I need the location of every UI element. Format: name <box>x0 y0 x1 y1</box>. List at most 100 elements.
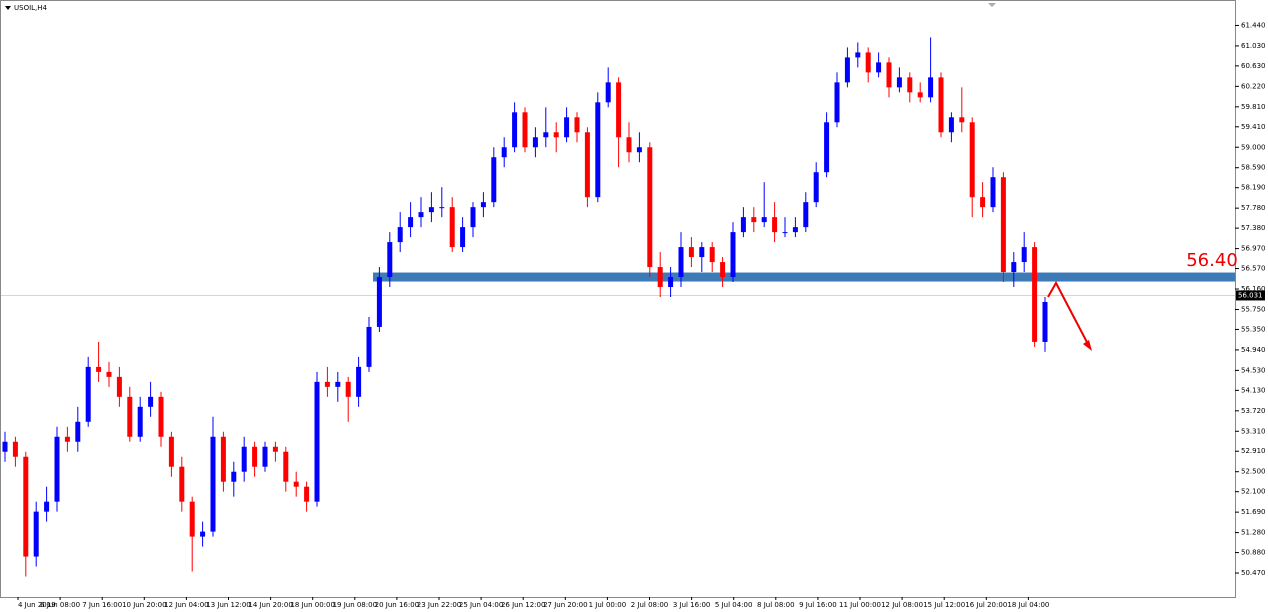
y-tick-label: 52.500 <box>1241 468 1266 476</box>
x-tick-label: 26 Jun 12:00 <box>501 601 545 609</box>
candle-body <box>907 77 913 93</box>
candle-body <box>283 451 289 482</box>
x-tick-label: 19 Jun 08:00 <box>333 601 377 609</box>
candle-body <box>584 132 590 198</box>
candle-body <box>532 137 538 148</box>
candle-body <box>231 471 237 482</box>
x-tick-label: 27 Jun 20:00 <box>543 601 587 609</box>
candle-body <box>23 456 29 557</box>
x-tick-label: 2 Jul 08:00 <box>631 601 669 609</box>
x-tick-label: 18 Jun 00:00 <box>290 601 334 609</box>
x-tick-label: 6 Jun 08:00 <box>40 601 80 609</box>
y-tick-label: 56.970 <box>1241 245 1266 253</box>
candle-body <box>564 117 570 138</box>
x-tick-label: 23 Jun 22:00 <box>417 601 461 609</box>
candle-body <box>210 436 216 532</box>
candle-body <box>106 371 112 377</box>
candle-body <box>990 177 996 208</box>
candle-body <box>657 267 663 288</box>
candle-body <box>366 326 372 367</box>
candle-body <box>293 481 299 487</box>
candle-body <box>699 247 705 258</box>
candle-body <box>470 207 476 228</box>
candle-body <box>449 207 455 248</box>
candle-body <box>376 277 382 327</box>
last-price-box <box>1236 290 1265 301</box>
candle-body <box>1000 177 1006 273</box>
candle-body <box>855 52 861 58</box>
candle-body <box>324 381 330 387</box>
candle-body <box>688 247 694 258</box>
candle-body <box>512 112 518 148</box>
y-tick-label: 58.590 <box>1241 164 1266 172</box>
candle-body <box>12 441 18 457</box>
candle-body <box>948 117 954 133</box>
candle-body <box>980 197 986 208</box>
candle-body <box>345 381 351 397</box>
y-tick-label: 55.350 <box>1241 325 1266 333</box>
candle-body <box>772 217 778 233</box>
candle-body <box>636 147 642 153</box>
candle-body <box>959 117 965 123</box>
candle-body <box>834 82 840 123</box>
candle-body <box>896 77 902 88</box>
y-tick-label: 52.100 <box>1241 488 1266 496</box>
candle-body <box>262 446 268 467</box>
arrow-head <box>1083 340 1092 351</box>
support-label: 56.40 <box>1186 250 1238 271</box>
y-tick-label: 57.380 <box>1241 224 1266 232</box>
candle-body <box>127 396 133 437</box>
y-tick-label: 53.720 <box>1241 407 1266 415</box>
candle-body <box>553 132 559 138</box>
candle-body <box>917 92 923 98</box>
candle-body <box>647 147 653 268</box>
candle-body <box>501 147 507 158</box>
y-tick-label: 59.810 <box>1241 103 1266 111</box>
candle-body <box>626 137 632 153</box>
candle-body <box>158 396 164 437</box>
candle-body <box>116 376 122 397</box>
y-tick-label: 53.310 <box>1241 427 1266 435</box>
candle-body <box>876 62 882 73</box>
forecast-arrow <box>1047 280 1091 349</box>
x-tick-label: 5 Jul 04:00 <box>715 601 753 609</box>
y-tick-label: 57.780 <box>1241 204 1266 212</box>
last-price-label: 56.031 <box>1238 291 1263 299</box>
candle-body <box>168 436 174 467</box>
candle-body <box>314 381 320 502</box>
candle-body <box>668 277 674 288</box>
candle-body <box>387 242 393 278</box>
y-tick-label: 58.190 <box>1241 184 1266 192</box>
candle-body <box>356 366 362 397</box>
candle-body <box>616 82 622 138</box>
candle-body <box>54 436 60 502</box>
y-tick-label: 59.000 <box>1241 143 1266 151</box>
y-tick-label: 56.570 <box>1241 265 1266 273</box>
y-tick-label: 61.030 <box>1241 42 1266 50</box>
candle-body <box>595 102 601 198</box>
x-tick-label: 1 Jul 00:00 <box>589 601 627 609</box>
candle-body <box>148 396 154 407</box>
x-tick-label: 12 Jul 08:00 <box>881 601 923 609</box>
x-tick-label: 12 Jun 04:00 <box>164 601 208 609</box>
candle-body <box>969 122 975 198</box>
candle-body <box>418 212 424 218</box>
candle-body <box>709 247 715 263</box>
x-tick-label: 8 Jul 08:00 <box>757 601 795 609</box>
candle-body <box>304 486 310 502</box>
candle-body <box>460 227 466 248</box>
candle-body <box>137 406 143 437</box>
candle-body <box>2 441 8 452</box>
x-tick-label: 18 Jul 04:00 <box>1007 601 1049 609</box>
support-band <box>373 272 1235 282</box>
x-tick-label: 9 Jul 16:00 <box>799 601 837 609</box>
x-tick-label: 20 Jun 16:00 <box>375 601 419 609</box>
candle-body <box>33 511 39 557</box>
candle-body <box>241 446 247 472</box>
x-tick-label: 7 Jun 16:00 <box>82 601 122 609</box>
y-tick-label: 51.690 <box>1241 508 1266 516</box>
candle-body <box>543 132 549 138</box>
y-tick-label: 55.750 <box>1241 305 1266 313</box>
candle-body <box>335 381 341 387</box>
